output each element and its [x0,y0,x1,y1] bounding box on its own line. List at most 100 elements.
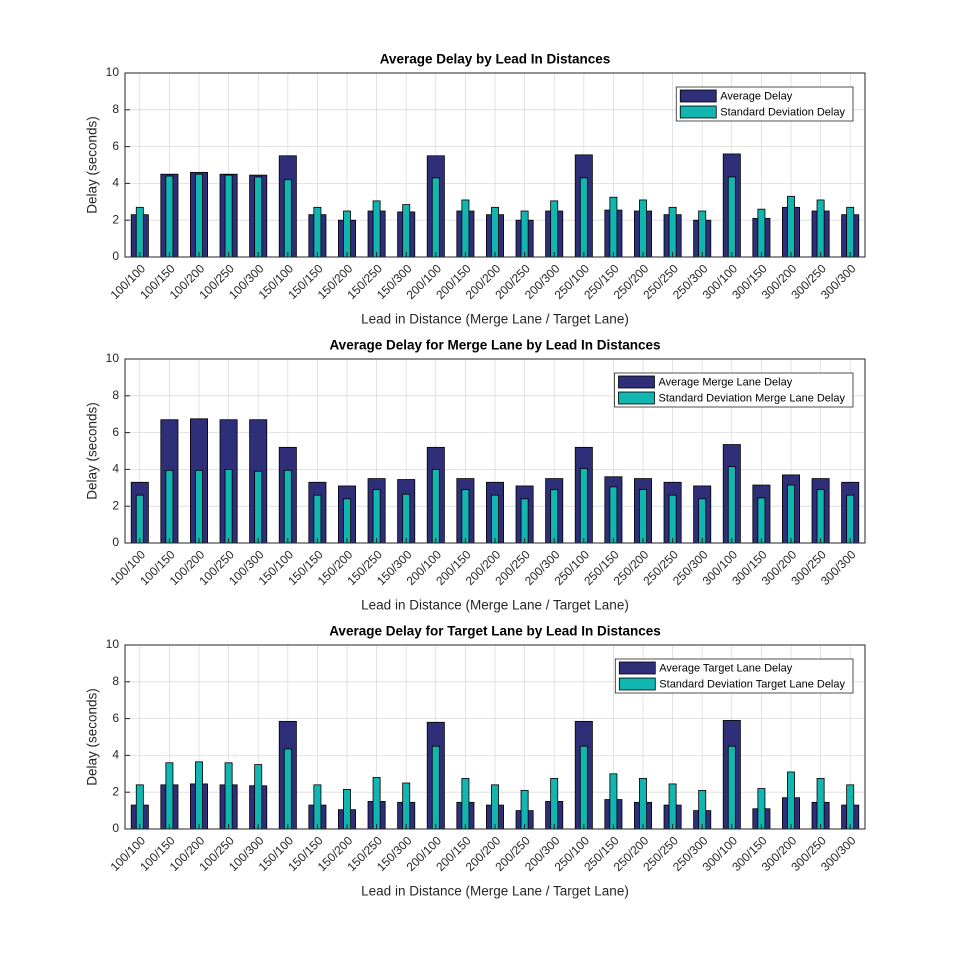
bar [816,489,825,544]
bar [461,489,470,544]
y-tick-label: 2 [112,784,119,798]
legend-label: Average Target Lane Delay [659,662,792,674]
chart-title: Average Delay for Target Lane by Lead In… [329,624,661,639]
bar [757,788,766,830]
bar [402,493,411,544]
x-axis-label: Lead in Distance (Merge Lane / Target La… [361,598,629,613]
bar [165,469,174,544]
y-axis-label: Delay (seconds) [85,402,100,500]
bar [520,789,529,830]
y-tick-label: 10 [106,637,120,651]
chart-title: Average Delay by Lead In Distances [380,52,611,67]
bar [579,177,588,258]
bar [550,200,559,258]
legend-swatch [679,89,717,103]
bar [343,789,351,830]
legend-swatch [679,105,717,119]
y-tick-label: 2 [112,498,119,512]
y-axis-label: Delay (seconds) [85,116,100,214]
bar [195,173,203,258]
bar [579,745,588,830]
bar [550,489,559,544]
bar [195,469,203,544]
bar [757,497,766,544]
bar [224,468,233,544]
bar [668,494,677,544]
y-tick-label: 6 [112,139,119,153]
bar [727,466,736,544]
bar [254,176,263,258]
bar [135,494,144,544]
bar [372,489,381,544]
legend-label: Standard Deviation Delay [720,106,845,118]
bar [491,784,499,830]
bar [668,206,677,258]
y-tick-label: 4 [112,748,119,762]
bar [727,745,736,830]
y-tick-label: 10 [106,351,120,365]
legend: Average Delay Standard Deviation Delay [675,86,854,122]
legend-label: Average Delay [720,90,792,102]
y-axis-label: Delay (seconds) [85,688,100,786]
legend-label: Standard Deviation Merge Lane Delay [658,392,845,404]
bar [550,778,559,830]
bar [816,778,825,830]
bar [224,174,233,258]
bar [431,177,440,258]
bar [698,210,707,258]
bar [609,196,618,258]
bar [431,468,440,544]
bar [846,206,855,258]
bar [816,199,825,258]
y-tick-label: 2 [112,212,119,226]
bar [639,489,647,544]
y-tick-label: 8 [112,674,119,688]
bar [313,784,322,830]
y-tick-label: 8 [112,388,119,402]
bar [520,210,529,258]
y-tick-label: 6 [112,711,119,725]
legend: Average Target Lane Delay Standard Deviat… [614,658,854,694]
legend-swatch [618,375,655,389]
bar [668,783,677,830]
bar [491,206,499,258]
x-axis-label: Lead in Distance (Merge Lane / Target La… [361,312,629,327]
axes-box [124,358,866,544]
bar [846,784,855,830]
y-tick-label: 0 [112,535,119,549]
bar [343,210,351,258]
bar [579,468,588,544]
subplot: 0246810100/100100/150100/200100/250100/3… [85,52,866,327]
bar [283,469,292,544]
bar [787,771,795,830]
bar [224,762,233,830]
bar [609,773,618,830]
y-tick-label: 10 [106,65,120,79]
legend-swatch [618,661,656,675]
x-axis-label: Lead in Distance (Merge Lane / Target La… [361,884,629,899]
bar [431,745,440,830]
bar [402,782,411,830]
legend-swatch [618,677,656,691]
bar [165,762,174,830]
legend-swatch [618,391,655,405]
axes-box [124,644,866,830]
bar [313,206,322,258]
bar [787,195,795,258]
bar [639,778,647,830]
bar [520,498,529,544]
axes-box [124,72,866,258]
bar [639,199,647,258]
bar [283,179,292,258]
bar [491,494,499,544]
bar [372,777,381,830]
bar [135,206,144,258]
bar [609,486,618,544]
legend-label: Average Merge Lane Delay [658,376,792,388]
y-tick-label: 4 [112,176,119,190]
bar [195,761,203,830]
bar [402,204,411,258]
subplot: 0246810100/100100/150100/200100/250100/3… [85,624,866,899]
bar [698,498,707,544]
